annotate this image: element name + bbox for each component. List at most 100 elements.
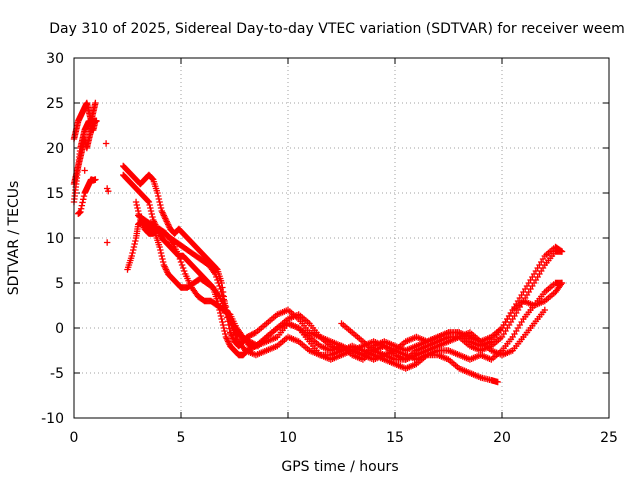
x-tick-label: 15 <box>386 430 404 446</box>
axis-ticks: 0 5 10 15 20 25 -10 -5 0 5 10 15 20 25 30 <box>41 51 618 446</box>
data-point <box>154 189 161 197</box>
data-point <box>218 315 225 323</box>
data-point <box>219 321 227 329</box>
data-point <box>130 246 137 254</box>
data-point <box>79 199 86 206</box>
data-point <box>176 255 184 263</box>
data-point <box>154 192 162 200</box>
data-point <box>222 330 229 338</box>
data-point <box>218 288 225 296</box>
data-point <box>77 205 85 212</box>
data-point <box>155 195 163 203</box>
y-tick-label: 25 <box>46 96 64 112</box>
data-point <box>181 267 188 275</box>
series-isolated <box>81 140 112 246</box>
data-point <box>147 207 155 215</box>
data-point <box>494 378 501 386</box>
y-tick-label: -10 <box>41 411 64 427</box>
data-point <box>132 237 139 245</box>
data-point <box>129 249 136 257</box>
data-point <box>217 285 224 293</box>
data-point <box>149 175 156 182</box>
y-axis-label: SDTVAR / TECUs <box>6 181 22 296</box>
data-point <box>212 270 219 278</box>
chart-title: Day 310 of 2025, Sidereal Day-to-day VTE… <box>49 21 625 37</box>
data-point <box>558 279 566 287</box>
x-tick-label: 25 <box>600 430 618 446</box>
data-point <box>219 292 226 299</box>
data-point <box>213 273 220 281</box>
data-point <box>253 342 260 349</box>
data-point <box>146 201 153 209</box>
data-point <box>92 176 99 183</box>
data-point <box>132 198 140 206</box>
data-point <box>178 261 186 269</box>
data-point <box>80 192 88 200</box>
data-point <box>221 300 229 307</box>
data-point <box>102 140 110 147</box>
data-point <box>251 330 258 337</box>
data-point <box>77 208 84 216</box>
data-point <box>157 249 165 257</box>
data-point <box>159 258 167 266</box>
data-point <box>175 252 183 260</box>
y-tick-label: 30 <box>46 51 64 67</box>
data-point <box>226 325 233 332</box>
data-point <box>220 324 227 332</box>
data-point <box>105 188 112 195</box>
plot-border <box>73 57 610 419</box>
x-tick-label: 10 <box>279 430 297 446</box>
data-point <box>214 276 221 284</box>
data-point <box>156 198 163 206</box>
y-tick-label: -5 <box>50 366 64 382</box>
y-tick-label: 0 <box>55 321 64 337</box>
data-point <box>222 303 230 311</box>
data-point <box>92 99 99 107</box>
data-point <box>133 201 140 209</box>
series-track-8 <box>132 198 501 386</box>
data-point <box>93 117 100 125</box>
data-point <box>223 307 231 314</box>
x-tick-label: 5 <box>177 430 186 446</box>
data-point <box>157 201 164 209</box>
data-point <box>103 239 111 246</box>
data-point <box>131 240 138 248</box>
series-track-4 <box>75 176 99 217</box>
x-tick-label: 20 <box>493 430 511 446</box>
data-point <box>221 327 228 335</box>
data-point <box>81 167 88 174</box>
data-point <box>145 198 153 206</box>
y-tick-label: 15 <box>46 186 64 202</box>
data-point <box>220 296 227 303</box>
data-point <box>149 213 156 221</box>
data-point <box>179 264 187 272</box>
data-point <box>130 243 138 251</box>
series-track-9 <box>135 212 566 359</box>
data-point <box>219 318 226 326</box>
series-track-1 <box>70 99 99 143</box>
data-point <box>177 258 185 266</box>
data-point <box>158 252 165 260</box>
data-marks <box>70 99 566 386</box>
data-point <box>80 196 87 203</box>
data-point <box>541 306 548 314</box>
x-tick-label: 0 <box>70 430 79 446</box>
data-point <box>78 202 86 209</box>
data-point <box>157 204 165 212</box>
y-tick-label: 5 <box>55 276 64 292</box>
y-tick-label: 20 <box>46 141 64 157</box>
data-point <box>558 248 566 255</box>
data-point <box>156 243 163 251</box>
data-point <box>216 282 223 290</box>
data-point <box>217 312 225 320</box>
data-point <box>157 246 164 254</box>
data-point <box>134 204 141 212</box>
x-axis-label: GPS time / hours <box>281 459 398 475</box>
data-point <box>215 279 222 287</box>
data-point <box>147 204 154 212</box>
data-point <box>159 255 166 263</box>
y-tick-label: 10 <box>46 231 64 247</box>
data-point <box>213 265 220 272</box>
data-point <box>144 198 152 205</box>
